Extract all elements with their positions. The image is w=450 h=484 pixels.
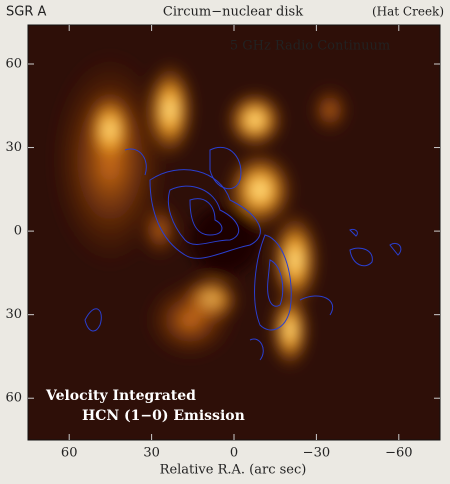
x-tick-label: −30 (303, 446, 330, 461)
x-tick-label: 0 (230, 446, 238, 461)
x-tick-label: 30 (143, 446, 160, 461)
x-tick-label: 60 (61, 446, 78, 461)
contours (84, 146, 402, 361)
annotation: HCN (1−0) Emission (82, 408, 245, 424)
x-tick-label: −60 (385, 446, 412, 461)
y-tick-label: 30 (5, 140, 22, 155)
annotation: Velocity Integrated (45, 388, 196, 404)
image (28, 25, 440, 440)
x-axis-label: Relative R.A. (arc sec) (160, 463, 307, 478)
chart-title: Circum−nuclear disk (163, 5, 303, 20)
contour-label: 5 GHz Radio Continuum (230, 39, 390, 54)
y-tick-label: 30 (5, 307, 22, 322)
source-label: SGR A (6, 5, 46, 20)
y-tick-label: 60 (5, 391, 22, 406)
y-tick-label: 60 (5, 56, 22, 71)
y-tick-label: 0 (14, 224, 22, 239)
instrument: (Hat Creek) (372, 5, 444, 19)
